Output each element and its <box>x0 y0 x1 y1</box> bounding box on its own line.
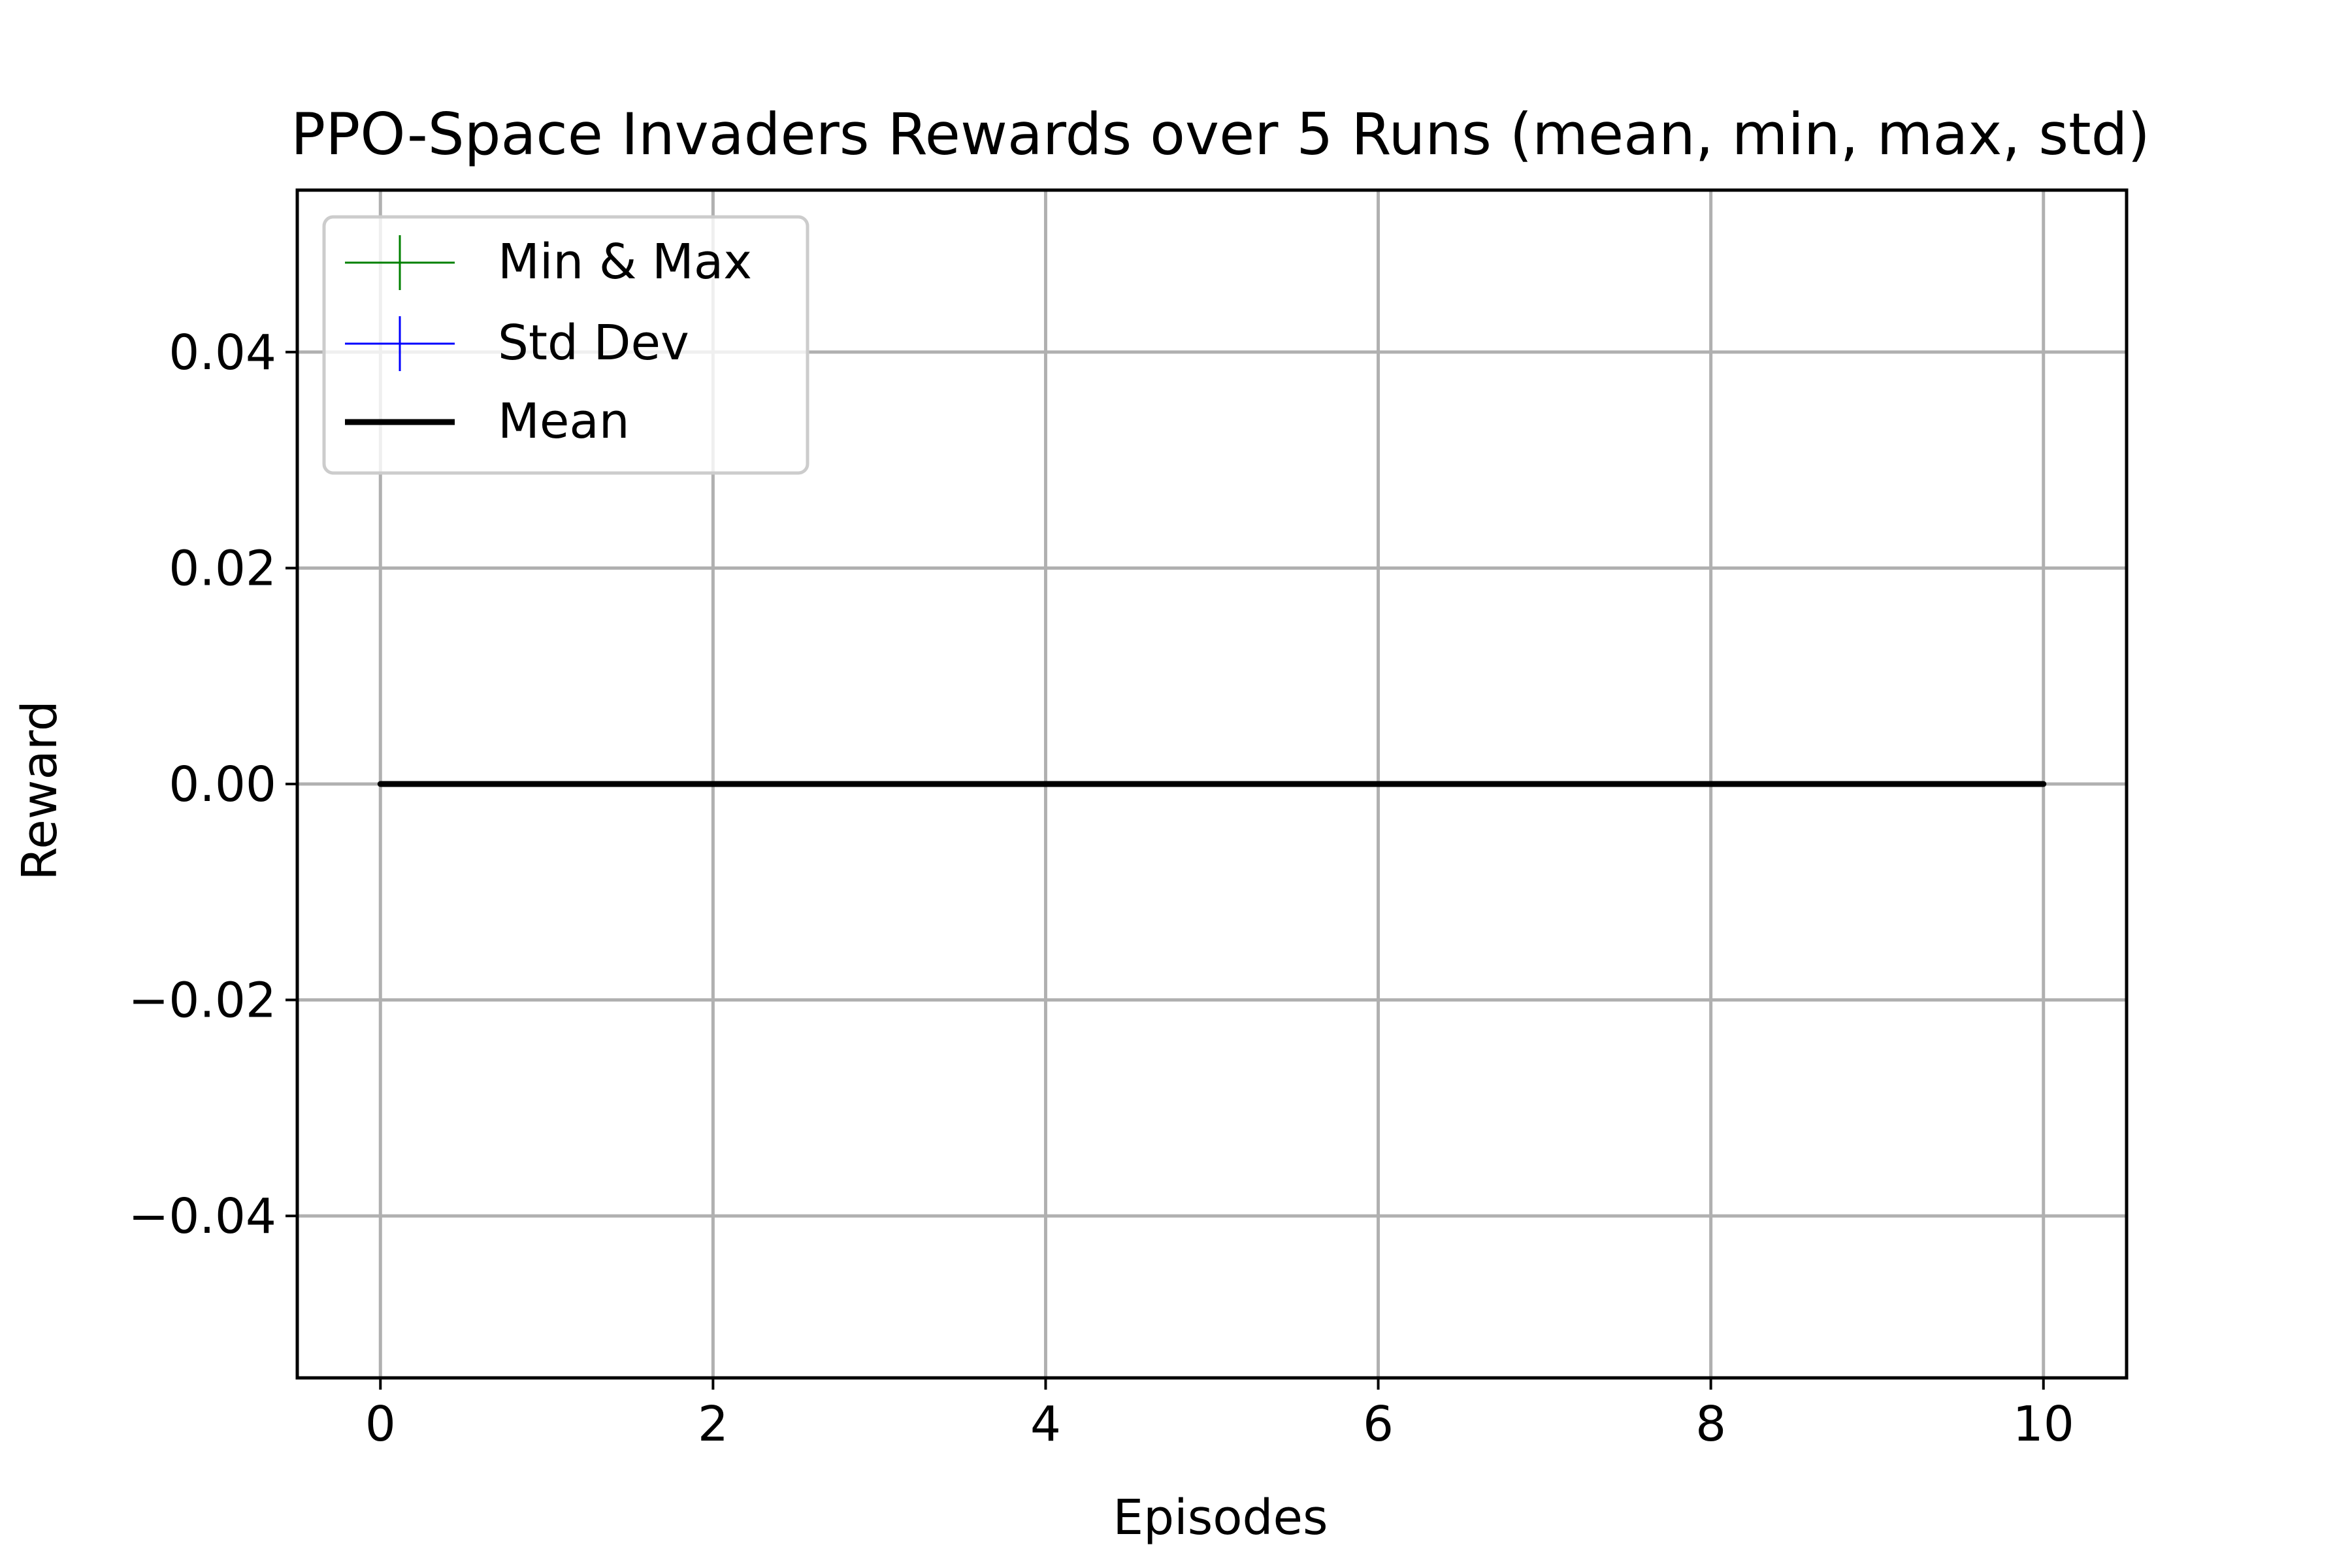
x-tick-label: 10 <box>2013 1396 2074 1452</box>
y-tick-label: 0.02 <box>169 540 276 596</box>
x-tick-label: 0 <box>365 1396 396 1452</box>
legend-label-std: Std Dev <box>498 315 689 371</box>
legend-box <box>322 215 809 475</box>
y-axis-label: Reward <box>12 700 68 881</box>
x-axis-label: Episodes <box>1113 1490 1328 1546</box>
y-tick-label: 0.04 <box>169 325 276 381</box>
y-tick-label: 0.00 <box>169 757 276 813</box>
legend: Min & Max Std Dev Mean <box>322 215 809 475</box>
legend-label-minmax: Min & Max <box>498 234 752 290</box>
legend-label-mean: Mean <box>498 393 630 449</box>
x-tick-label: 8 <box>1695 1396 1726 1452</box>
axis-ticks: 0 2 4 6 8 10 −0.04 −0.02 0.00 0.02 0.04 <box>128 325 2074 1452</box>
x-tick-label: 2 <box>698 1396 728 1452</box>
y-tick-label: −0.04 <box>128 1188 276 1245</box>
x-tick-label: 6 <box>1363 1396 1394 1452</box>
x-tick-label: 4 <box>1030 1396 1061 1452</box>
chart-title: PPO-Space Invaders Rewards over 5 Runs (… <box>291 101 2150 168</box>
y-tick-label: −0.02 <box>128 973 276 1029</box>
